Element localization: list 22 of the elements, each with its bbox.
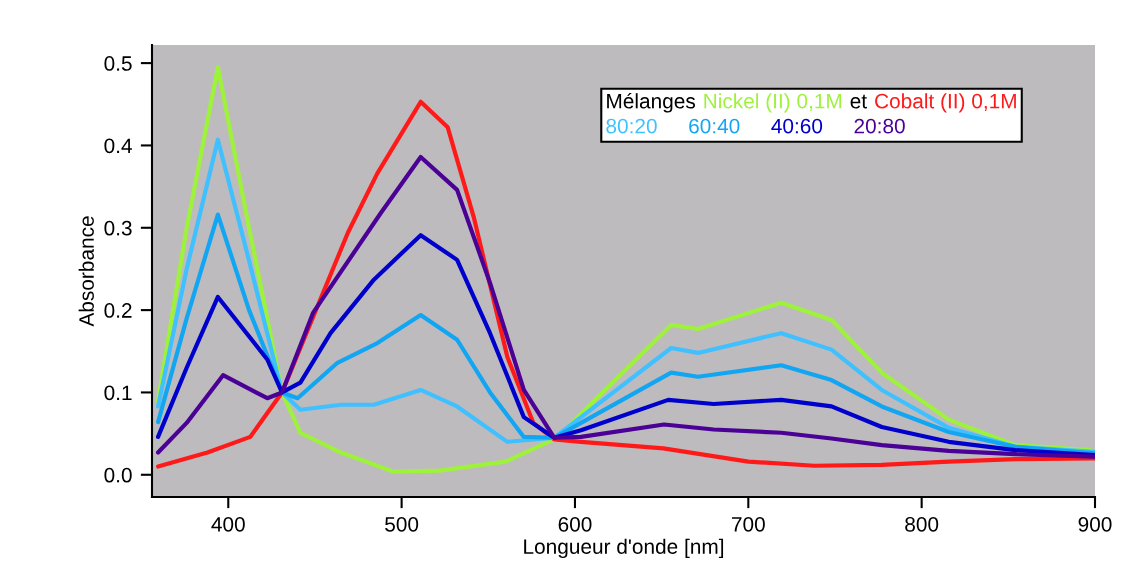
text: 60:40 bbox=[689, 118, 740, 134]
text: Nickel (II) 0,1M bbox=[704, 93, 842, 113]
x-tick-label: 500 bbox=[385, 516, 419, 532]
x-axis-title: Longueur d'onde [nm] bbox=[524, 538, 724, 559]
annotation: et bbox=[850, 94, 867, 109]
text: 20:80 bbox=[854, 118, 905, 134]
text: 80:20 bbox=[606, 118, 657, 134]
x-tick-label: 400 bbox=[211, 516, 245, 532]
text: Cobalt (II) 0,1M bbox=[875, 93, 1016, 113]
x-tick-label: 800 bbox=[905, 516, 939, 532]
text: 40:60 bbox=[771, 118, 823, 134]
y-tick-label: 0.4 bbox=[104, 138, 132, 154]
x-tick-label: 600 bbox=[558, 516, 592, 532]
y-tick-label: 0.0 bbox=[104, 467, 132, 483]
x-tick-label: 900 bbox=[1078, 516, 1112, 532]
y-axis-title: Absorbance bbox=[78, 216, 94, 327]
y-tick-label: 0.2 bbox=[104, 303, 132, 318]
x-tick-label: 700 bbox=[732, 516, 765, 532]
y-tick-label: 0.5 bbox=[104, 56, 132, 71]
legend-title: Mélanges bbox=[607, 92, 696, 113]
y-tick-label: 0.3 bbox=[104, 220, 132, 236]
y-tick-label: 0.1 bbox=[104, 385, 132, 401]
